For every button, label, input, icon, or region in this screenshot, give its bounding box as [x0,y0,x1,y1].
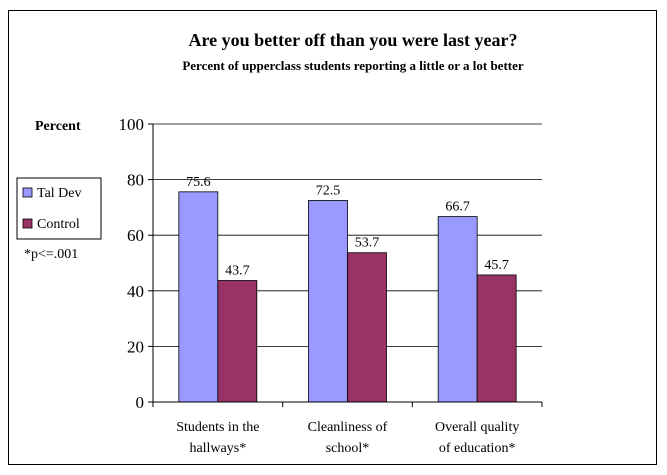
chart-subtitle: Percent of upperclass students reporting… [182,58,524,73]
legend-label-tal-dev: Tal Dev [37,186,82,201]
x-category-label: Overall quality [435,420,519,435]
data-labels: 75.6 43.7 72.5 53.7 66.7 45.7 [186,175,509,279]
x-category-labels: Students in the hallways* Cleanliness of sc… [176,420,519,456]
x-category-label: of education* [439,441,516,456]
data-label: 45.7 [484,258,509,273]
y-axis-label: Percent [35,119,81,134]
data-label: 72.5 [316,183,341,198]
bar-control [476,274,517,403]
x-category-label: hallways* [189,441,246,456]
legend-label-control: Control [37,217,80,232]
y-tick-label: 40 [127,282,144,301]
y-tick-label: 100 [119,115,145,134]
y-tick-label: 0 [136,393,145,412]
data-label: 53.7 [355,236,380,251]
bar-tal-dev [437,216,478,403]
y-tick-labels: 0 20 40 60 80 100 [119,115,145,412]
legend: Tal Dev Control [16,177,102,240]
x-category-label: school* [326,441,370,456]
y-tick-label: 80 [127,171,144,190]
bars [178,191,517,403]
chart-title: Are you better off than you were last ye… [189,30,518,50]
bar-control [347,252,387,403]
bar-tal-dev [308,200,348,403]
x-category-label: Cleanliness of [308,420,388,435]
y-tick-label: 60 [127,226,144,245]
y-tick-label: 20 [127,337,144,356]
data-label: 43.7 [225,264,250,279]
bar-control [217,280,258,403]
significance-note: *p<=.001 [24,247,78,262]
axes [148,123,543,407]
x-category-label: Students in the [176,420,259,435]
data-label: 66.7 [445,200,470,215]
bar-tal-dev [178,191,219,403]
legend-swatch-tal-dev [22,187,33,198]
data-label: 75.6 [186,175,211,190]
legend-swatch-control [22,218,33,229]
